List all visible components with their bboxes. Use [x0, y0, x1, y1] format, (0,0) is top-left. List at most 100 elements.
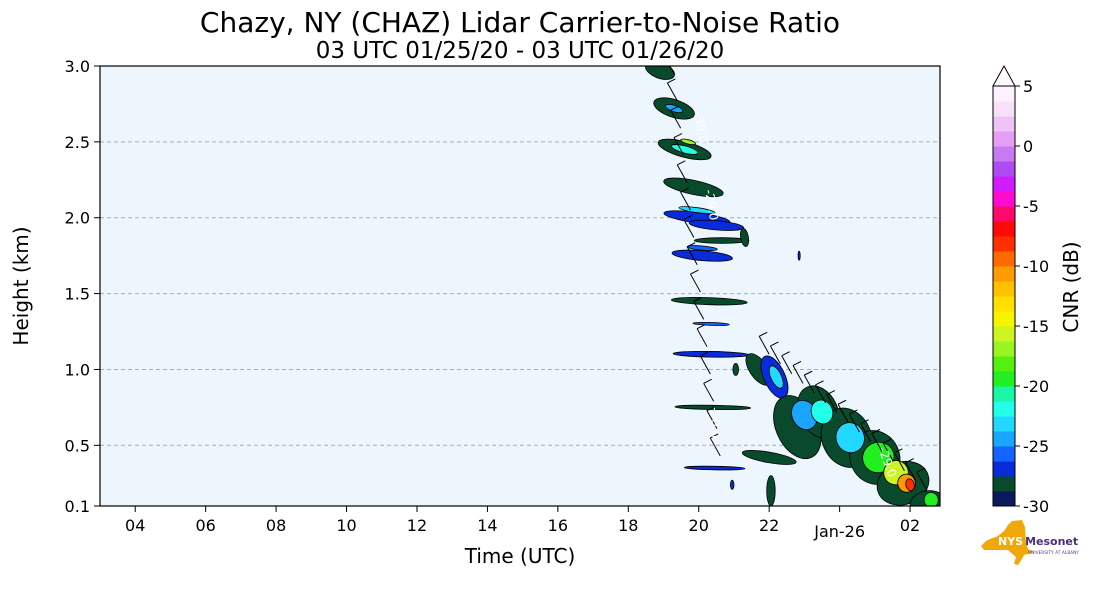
- wind-barb: [710, 433, 719, 439]
- x-tick-label: 18: [618, 516, 638, 535]
- wind-barb: [696, 328, 708, 347]
- colorbar-swatch: [993, 86, 1015, 102]
- colorbar-label: CNR (dB): [1059, 241, 1083, 332]
- wind-barb: [770, 341, 779, 347]
- y-tick-label: 0.1: [65, 497, 90, 516]
- colorbar-swatch: [993, 386, 1015, 402]
- logo-nys: NYS: [998, 535, 1024, 548]
- wind-barb: [683, 219, 695, 238]
- wind-barb: [683, 215, 693, 220]
- wind-barb: [706, 406, 716, 412]
- colorbar-swatch: [993, 146, 1015, 162]
- wind-barb: [871, 428, 881, 434]
- wind-barb: [826, 394, 838, 413]
- colorbar-swatch: [993, 401, 1015, 417]
- colorbar-tick-label: -15: [1023, 317, 1049, 336]
- wind-barb: [700, 351, 709, 357]
- wind-barb: [916, 471, 928, 491]
- wind-barb: [677, 160, 686, 166]
- wind-barb: [758, 336, 770, 355]
- colorbar-swatch: [993, 296, 1015, 312]
- wind-barb: [893, 452, 905, 472]
- wind-barb: [848, 413, 860, 433]
- wind-barb: [860, 423, 872, 442]
- wind-barb: [673, 133, 683, 138]
- cnr-cell: [810, 399, 834, 425]
- cnr-cell: [797, 250, 801, 261]
- wind-barb: [792, 365, 804, 384]
- colorbar-swatch: [993, 341, 1015, 357]
- wind-barb: [882, 442, 894, 462]
- colorbar-swatch: [993, 446, 1015, 462]
- wind-barb: [703, 378, 712, 384]
- colorbar-swatch: [993, 236, 1015, 252]
- logo-mesonet: Mesonet: [1025, 535, 1079, 548]
- colorbar-swatch: [993, 356, 1015, 372]
- x-tick-label: 14: [477, 516, 497, 535]
- chart-subtitle: 03 UTC 01/25/20 - 03 UTC 01/26/20: [316, 38, 725, 64]
- wind-barb: [666, 82, 678, 102]
- wind-barb: [837, 404, 849, 423]
- wind-barb: [670, 109, 682, 129]
- y-axis-label: Height (km): [9, 226, 33, 345]
- wind-barb: [706, 410, 718, 429]
- wind-barb: [837, 399, 847, 405]
- cnr-cell: [730, 479, 735, 490]
- plot-frame: [99, 65, 941, 507]
- cnr-cell: [768, 365, 784, 389]
- wind-barb: [690, 273, 701, 293]
- colorbar-swatch: [993, 206, 1015, 222]
- cnr-cell: [688, 219, 744, 231]
- cnr-cell: [683, 465, 746, 471]
- cnr-cell: [739, 228, 750, 247]
- wind-barb: [815, 380, 824, 386]
- x-tick-label: 12: [407, 516, 427, 535]
- colorbar-swatch: [993, 326, 1015, 342]
- y-tick-label: 2.0: [65, 209, 90, 228]
- wind-barb: [680, 191, 692, 211]
- colorbar-frame: [992, 85, 1016, 507]
- contour-label: -30.0: [708, 407, 722, 438]
- wind-barb: [758, 331, 768, 337]
- x-axis: 04 06 08 10 12 14 16 18 20 22 02 Jan-26: [125, 506, 920, 541]
- cnr-cell: [671, 144, 699, 155]
- x-axis-label: Time (UTC): [464, 544, 576, 568]
- wind-barb: [686, 246, 698, 266]
- colorbar-tick-label: -25: [1023, 437, 1049, 456]
- cnr-cell: [671, 249, 733, 262]
- wind-barb: [860, 419, 869, 425]
- y-tick-label: 2.5: [65, 133, 90, 152]
- colorbar-tick-label: -30: [1023, 497, 1049, 516]
- wind-barbs: [666, 66, 928, 491]
- x-tick-label: 20: [689, 516, 709, 535]
- y-tick-label: 3.0: [65, 57, 90, 76]
- chart-title: Chazy, NY (CHAZ) Lidar Carrier-to-Noise …: [200, 6, 840, 39]
- x-date-label: Jan-26: [813, 522, 865, 541]
- cnr-cell: [732, 362, 739, 376]
- logo-tagline: UNIVERSITY AT ALBANY: [1028, 550, 1080, 555]
- x-tick-label: 06: [195, 516, 215, 535]
- colorbar-swatch: [993, 131, 1015, 147]
- colorbar-swatch: [993, 431, 1015, 447]
- colorbar-swatch: [993, 176, 1015, 192]
- wind-barb: [905, 462, 917, 481]
- y-tick-label: 1.0: [65, 360, 90, 379]
- colorbar-extend-arrow: [992, 64, 1016, 87]
- cnr-cell: [686, 245, 718, 251]
- wind-barb: [693, 296, 702, 302]
- wind-barb: [680, 187, 689, 193]
- wind-barb: [673, 137, 685, 156]
- wind-barb: [693, 301, 705, 320]
- wind-barb: [804, 370, 813, 376]
- wind-barb: [792, 360, 802, 366]
- colorbar-tick-label: 5: [1023, 77, 1033, 96]
- wind-barb: [770, 345, 781, 365]
- cnr-cell: [741, 450, 797, 465]
- wind-barb: [882, 438, 892, 444]
- x-tick-label: 08: [266, 516, 286, 535]
- wind-barb: [667, 78, 676, 84]
- wind-barb: [916, 467, 926, 473]
- wind-barb: [815, 384, 826, 404]
- cnr-cell: [905, 478, 915, 492]
